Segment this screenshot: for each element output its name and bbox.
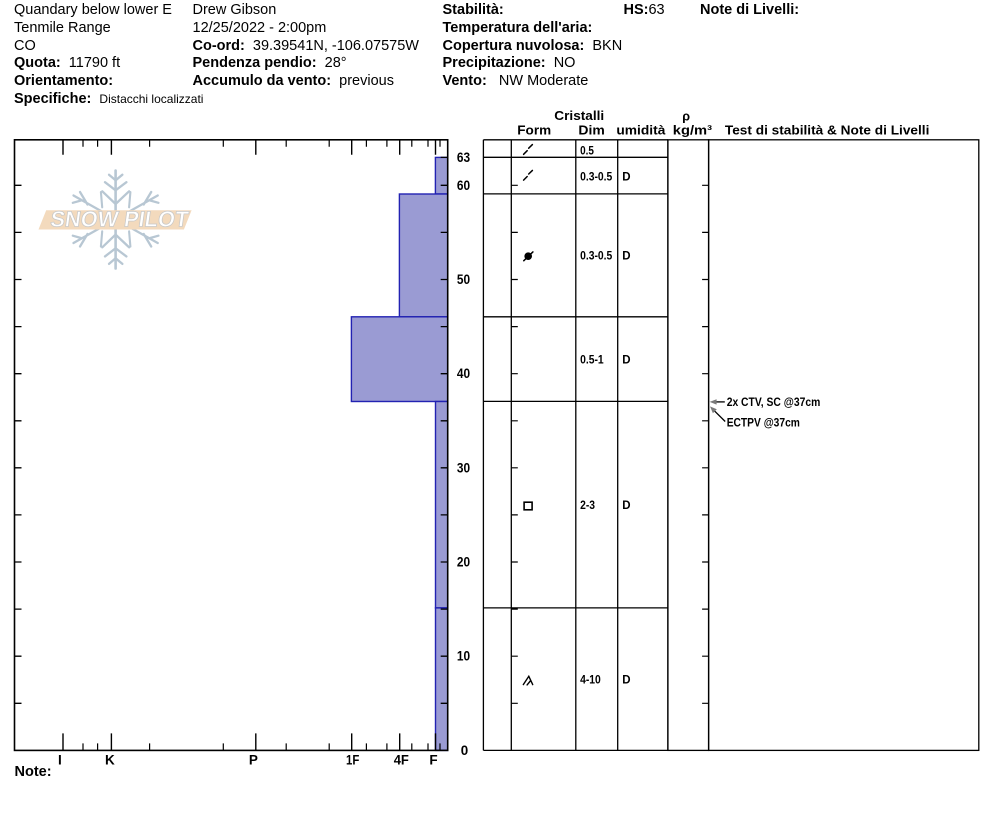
svg-text:2x CTV, SC @37cm: 2x CTV, SC @37cm xyxy=(727,395,821,409)
svg-text:D: D xyxy=(622,498,630,512)
svg-text:SNOW PILOT: SNOW PILOT xyxy=(49,207,191,232)
svg-text:0: 0 xyxy=(461,743,468,758)
svg-text:20: 20 xyxy=(457,554,470,569)
svg-text:ECTPV @37cm: ECTPV @37cm xyxy=(727,415,800,429)
svg-text:Dim: Dim xyxy=(578,124,604,138)
svg-text:I: I xyxy=(58,752,62,767)
svg-text:0.3-0.5: 0.3-0.5 xyxy=(580,169,612,183)
svg-text:ρ: ρ xyxy=(682,109,690,123)
svg-text:1F: 1F xyxy=(346,752,359,767)
svg-text:0.5: 0.5 xyxy=(580,143,594,157)
svg-text:D: D xyxy=(622,169,630,183)
svg-text:Form: Form xyxy=(517,124,551,138)
svg-text:0.5-1: 0.5-1 xyxy=(580,353,604,367)
svg-text:63: 63 xyxy=(457,150,470,165)
svg-text:4-10: 4-10 xyxy=(580,673,601,687)
svg-text:60: 60 xyxy=(457,178,470,193)
svg-text:D: D xyxy=(622,353,630,367)
svg-text:10: 10 xyxy=(457,649,470,664)
svg-text:50: 50 xyxy=(457,272,470,287)
svg-text:Cristalli: Cristalli xyxy=(554,109,604,123)
svg-text:F: F xyxy=(429,752,437,767)
svg-text:40: 40 xyxy=(457,366,470,381)
svg-text:K: K xyxy=(105,752,115,767)
svg-text:2-3: 2-3 xyxy=(580,498,595,512)
svg-text:0.3-0.5: 0.3-0.5 xyxy=(580,249,612,263)
svg-text:4F: 4F xyxy=(394,752,409,767)
svg-text:D: D xyxy=(622,673,630,687)
svg-text:kg/m³: kg/m³ xyxy=(673,124,712,138)
svg-text:D: D xyxy=(622,249,630,263)
svg-text:Test di stabilità & Note di Li: Test di stabilità & Note di Livelli xyxy=(725,124,930,138)
svg-text:P: P xyxy=(249,752,258,767)
svg-text:umidità: umidità xyxy=(616,124,666,138)
svg-text:30: 30 xyxy=(457,460,470,475)
